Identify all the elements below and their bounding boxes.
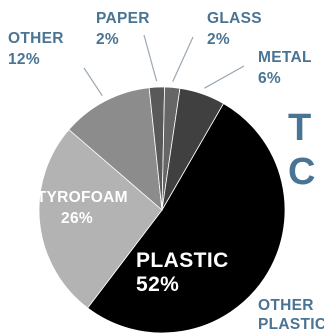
label-plastic-name: PLASTIC	[136, 249, 229, 272]
label-metal-value: 6%	[258, 70, 281, 87]
slice-other	[68, 87, 163, 211]
label-paper-name: PAPER	[96, 10, 150, 27]
label-plastic-value: 52%	[136, 273, 179, 296]
label-glass-name: GLASS	[207, 10, 262, 27]
label-other-value: 12%	[8, 51, 40, 68]
slice-plastic	[87, 102, 286, 333]
label-styrofoam-value: 26%	[61, 210, 93, 227]
label-glass-value: 2%	[207, 31, 230, 48]
slice-labels: OTHER 12% PAPER 2% GLASS 2% METAL 6% STY…	[8, 10, 324, 333]
partial-label-line2: PLASTIC	[258, 316, 324, 333]
leader-paper	[143, 34, 158, 82]
leader-metal	[204, 65, 245, 89]
partial-label-line1: OTHER	[258, 297, 314, 314]
leader-other	[83, 67, 103, 97]
label-other-name: OTHER	[8, 30, 64, 47]
label-paper-value: 2%	[96, 31, 119, 48]
leader-lines	[83, 34, 245, 97]
slice-metal	[161, 87, 225, 211]
title-fragment-1: T	[288, 107, 311, 149]
pie-slices	[38, 86, 286, 333]
leader-glass	[172, 36, 194, 82]
label-styrofoam-name: STYROFOAM	[26, 189, 128, 206]
label-metal-name: METAL	[258, 49, 312, 66]
slice-styrofoam	[38, 129, 163, 309]
title-fragment-2: C	[288, 151, 315, 193]
